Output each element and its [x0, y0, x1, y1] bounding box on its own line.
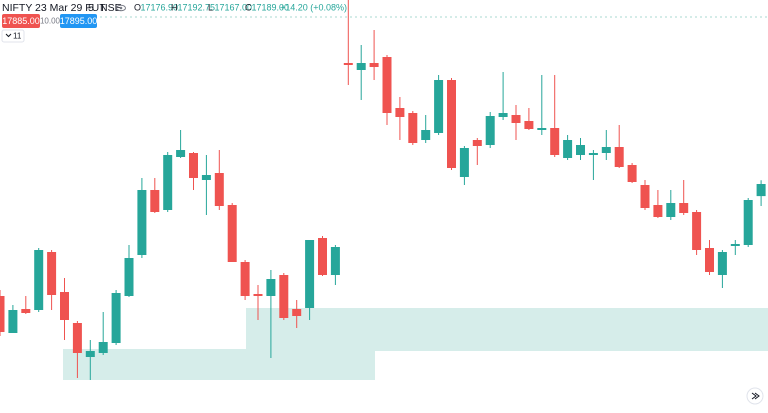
candle-body	[305, 240, 315, 308]
candle-body	[318, 238, 327, 275]
candle-body	[150, 190, 160, 212]
ohlc-key: H	[171, 2, 178, 12]
candle-body	[485, 116, 495, 145]
candle-body	[266, 279, 276, 296]
candle-body	[576, 145, 585, 155]
candle-body	[0, 296, 5, 332]
candle-body	[447, 80, 456, 168]
candle-body	[640, 185, 650, 208]
candle-body	[563, 140, 573, 158]
candle-body	[356, 63, 366, 70]
candle-body	[679, 203, 689, 213]
chevron-icon	[5, 33, 12, 38]
sell-button[interactable]	[2, 14, 40, 28]
candle-body	[395, 108, 405, 117]
ohlc-key: L	[208, 2, 213, 12]
candle-body	[124, 258, 134, 296]
candle-body	[214, 173, 224, 206]
ohlc-value: 17176.90	[141, 2, 179, 12]
candle-body	[717, 252, 727, 275]
ohlc-value: 17192.75	[178, 2, 216, 12]
candle-body	[369, 63, 379, 67]
change: +14.20 (+0.08%)	[280, 2, 347, 12]
candle-body	[434, 80, 444, 133]
ohlc-value: 17189.00	[252, 2, 290, 12]
ohlc-key: C	[245, 2, 252, 12]
indicator-count: 11	[13, 32, 22, 41]
candle-body	[705, 248, 714, 272]
candle-body	[756, 184, 766, 197]
demand-zone	[63, 349, 375, 380]
eye-icon[interactable]	[116, 4, 126, 12]
candle-body	[60, 292, 69, 320]
candle-body	[421, 130, 431, 140]
candle-body	[189, 153, 198, 178]
candle-body	[98, 342, 108, 353]
candle-body	[72, 323, 82, 353]
candle-body	[85, 351, 95, 357]
candle-body	[47, 252, 57, 295]
candle-body	[201, 175, 211, 180]
candle-body	[666, 203, 676, 217]
demand-zone	[246, 308, 768, 351]
candle-body	[627, 165, 637, 182]
candle-body	[111, 293, 121, 343]
candle-body	[524, 121, 534, 129]
sell-price[interactable]: 17885.00	[2, 16, 40, 26]
candle-body	[653, 205, 663, 217]
candle-body	[550, 128, 560, 155]
candle-body	[34, 250, 44, 310]
candle-body	[511, 115, 521, 123]
candle-body	[382, 57, 392, 113]
ohlc-value: 17167.00	[215, 2, 253, 12]
candle-body	[601, 147, 611, 153]
legend: NIFTY 23 Mar 29 FUT 5 NSE O 17176.90H 1719…	[1, 2, 347, 43]
candle-body	[472, 140, 482, 146]
candles	[0, 0, 766, 380]
symbol: NIFTY 23 Mar 29 FUT	[2, 2, 106, 14]
candle-body	[537, 128, 547, 130]
candle-body	[330, 247, 340, 275]
candle-body	[588, 153, 598, 155]
candle-body	[743, 200, 753, 245]
candle-body	[408, 113, 418, 143]
buy-price[interactable]: 17895.00	[60, 16, 98, 26]
scroll-icon	[751, 392, 760, 400]
indicators-toggle[interactable]	[1, 29, 25, 43]
candle-body	[459, 148, 469, 177]
spread: 10.00	[40, 17, 61, 26]
interval: 5	[88, 2, 94, 14]
candle-body	[730, 244, 740, 246]
candle-body	[227, 205, 237, 262]
candle-body	[692, 212, 702, 250]
candle-body	[137, 190, 147, 255]
candle-body	[292, 309, 302, 316]
exchange: NSE	[100, 2, 122, 14]
scroll-button[interactable]	[746, 387, 764, 405]
ohlc: O 17176.90H 17192.75L 17167.00C 17189.00	[134, 2, 289, 12]
buy-button[interactable]	[60, 14, 97, 28]
candle-body	[240, 262, 250, 296]
ohlc-key: O	[134, 2, 141, 12]
candle-body	[176, 150, 186, 157]
candle-body	[21, 309, 31, 313]
candle-body	[343, 63, 353, 65]
candle-body	[498, 113, 508, 117]
candle-body	[279, 275, 289, 318]
candle-body	[8, 310, 18, 333]
candle-body	[253, 294, 263, 296]
candle-body	[614, 147, 624, 167]
candle-body	[163, 155, 173, 210]
